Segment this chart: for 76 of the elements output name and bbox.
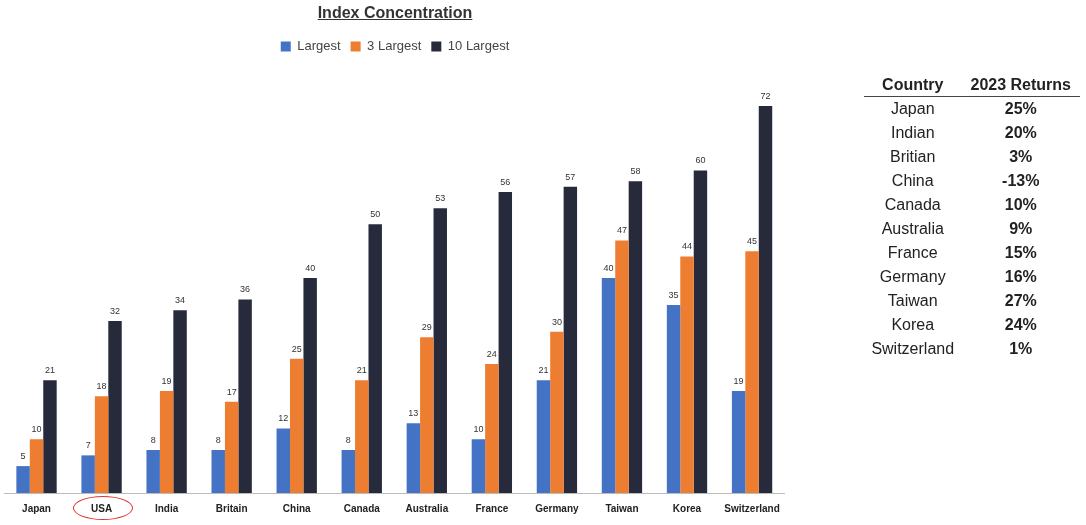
text: 2023 Returns	[961, 74, 1080, 97]
legend-label: 3 Largest	[367, 38, 422, 54]
data-label: 36	[240, 284, 251, 295]
data-label: 8	[150, 434, 156, 445]
category-label: Germany	[878, 267, 947, 287]
category-label: Australia	[880, 219, 945, 239]
x-tick-label: USA	[91, 502, 113, 514]
data-label: 25	[291, 343, 302, 354]
x-tick-label: China	[282, 502, 312, 514]
category-label: Britian	[889, 147, 937, 167]
text: -13%	[1002, 172, 1040, 189]
x-tick-label: France	[475, 502, 509, 514]
data-label: 44	[681, 241, 693, 252]
text: 9%	[1009, 220, 1033, 237]
data-label: 8	[345, 434, 351, 445]
data-label: 13	[408, 408, 419, 419]
x-tick-label: Taiwan	[605, 502, 639, 514]
data-label: 47	[616, 225, 627, 236]
x-tick-label: Japan	[22, 502, 51, 514]
data-label: 10	[31, 424, 42, 435]
text: 24%	[1004, 316, 1037, 333]
x-tick-label: Switzerland	[724, 502, 780, 514]
data-label: 35	[668, 289, 679, 300]
chart-title: Index Concentration	[316, 4, 474, 22]
data-label: 29	[421, 322, 432, 333]
data-label: 5	[20, 451, 26, 462]
data-label: 19	[733, 375, 744, 386]
data-label: 21	[538, 365, 549, 376]
data-label: 40	[305, 262, 316, 273]
data-label: 30	[551, 316, 562, 327]
data-label: 57	[565, 171, 576, 182]
x-tick-label: India	[154, 502, 179, 514]
x-tick-label: Germany	[535, 502, 580, 514]
data-label: 21	[44, 365, 55, 376]
category-label: Japan	[889, 99, 936, 119]
data-label: 60	[695, 155, 706, 166]
legend-label: Largest	[297, 38, 341, 54]
data-label: 50	[370, 209, 381, 220]
data-label: 32	[110, 305, 121, 316]
text: 1%	[1009, 340, 1033, 357]
text: 10%	[1004, 196, 1037, 213]
x-tick-label: Australia	[405, 502, 449, 514]
data-label: 53	[435, 193, 446, 204]
text: 16%	[1004, 268, 1037, 285]
data-label: 19	[161, 375, 172, 386]
data-label: 58	[630, 166, 641, 177]
text: 27%	[1004, 292, 1037, 309]
data-label: 17	[226, 386, 237, 397]
category-label: Indian	[889, 123, 936, 143]
legend-label: 10 Largest	[447, 38, 510, 54]
text: 3%	[1009, 148, 1033, 165]
x-tick-label: Korea	[672, 502, 702, 514]
category-label: Taiwan	[886, 291, 939, 311]
data-label: 40	[603, 262, 614, 273]
data-label: 12	[278, 413, 289, 424]
data-label: 24	[486, 348, 497, 359]
data-label: 18	[96, 381, 107, 392]
category-label: Switzerland	[870, 339, 956, 359]
data-label: 8	[215, 434, 221, 445]
category-label: Korea	[890, 315, 936, 335]
x-tick-label: Canada	[343, 502, 381, 514]
text: 25%	[1004, 100, 1037, 117]
x-tick-label: Britain	[215, 502, 248, 514]
data-label: 45	[747, 236, 758, 247]
text: 20%	[1004, 124, 1037, 141]
data-label: 7	[85, 440, 91, 451]
text: 15%	[1004, 244, 1037, 261]
data-label: 21	[356, 365, 367, 376]
category-label: France	[886, 243, 939, 263]
category-label: Canada	[883, 195, 942, 215]
category-label: China	[890, 171, 935, 191]
data-label: 34	[175, 295, 186, 306]
text: Country	[864, 74, 962, 97]
data-label: 56	[500, 176, 511, 187]
data-label: 10	[473, 424, 484, 435]
data-label: 72	[760, 90, 771, 101]
